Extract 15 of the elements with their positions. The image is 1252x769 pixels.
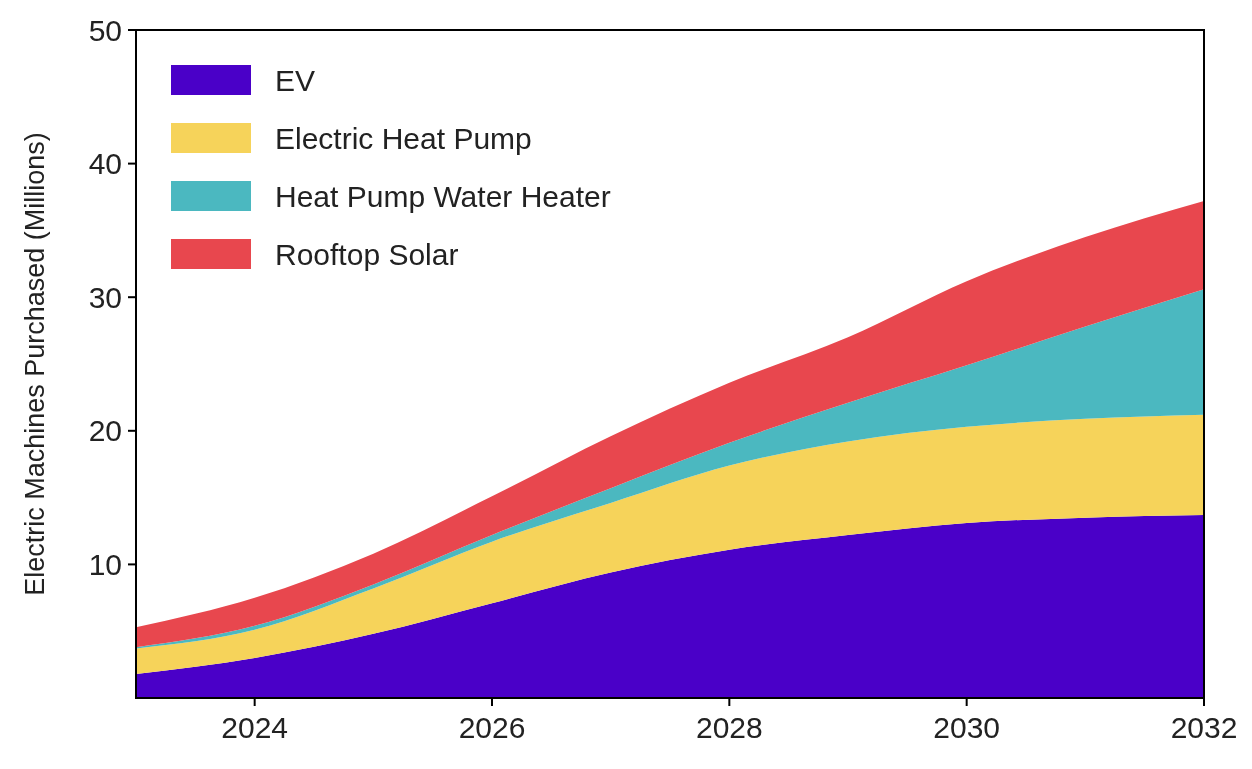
x-tick-label: 2030 <box>933 711 1001 744</box>
y-tick-label: 50 <box>88 13 122 47</box>
x-tick-label: 2028 <box>695 711 763 744</box>
y-axis-title: Electric Machines Purchased (Millions) <box>20 132 50 596</box>
legend-label: EV <box>275 63 316 97</box>
y-tick-label: 10 <box>88 547 122 581</box>
x-tick-label: 2024 <box>221 711 289 744</box>
legend-label: Heat Pump Water Heater <box>275 179 611 213</box>
legend-label: Electric Heat Pump <box>275 121 532 155</box>
y-tick-label: 40 <box>88 147 122 181</box>
x-tick-label: 2026 <box>458 711 526 744</box>
y-tick-label: 30 <box>88 280 122 314</box>
x-tick-label: 2032 <box>1170 711 1238 744</box>
legend-label: Rooftop Solar <box>275 237 459 271</box>
y-tick-label: 20 <box>88 414 122 448</box>
